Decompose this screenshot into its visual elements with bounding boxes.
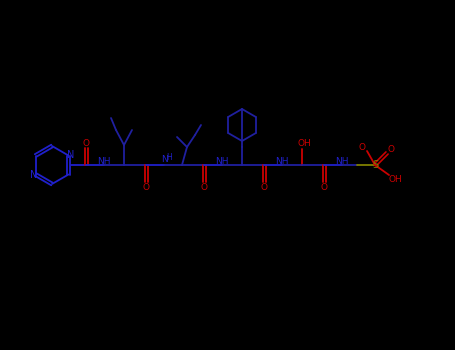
- Text: O: O: [142, 182, 150, 191]
- Text: O: O: [82, 139, 90, 147]
- Text: H: H: [166, 154, 172, 162]
- Text: O: O: [320, 182, 328, 191]
- Text: N: N: [161, 155, 167, 164]
- Text: N: N: [67, 150, 74, 161]
- Text: OH: OH: [297, 139, 311, 147]
- Text: N: N: [30, 169, 37, 180]
- Text: O: O: [201, 182, 207, 191]
- Text: NH: NH: [97, 156, 111, 166]
- Text: O: O: [388, 145, 394, 154]
- Text: OH: OH: [388, 175, 402, 183]
- Text: O: O: [359, 142, 365, 152]
- Text: O: O: [261, 182, 268, 191]
- Text: S: S: [372, 160, 378, 170]
- Text: NH: NH: [215, 156, 229, 166]
- Text: NH: NH: [335, 156, 349, 166]
- Text: NH: NH: [275, 156, 289, 166]
